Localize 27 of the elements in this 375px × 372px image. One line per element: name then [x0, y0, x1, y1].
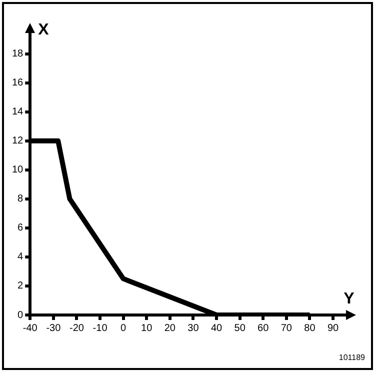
x-tick-label: 60	[258, 322, 270, 334]
x-tick-label: 90	[327, 322, 340, 334]
x-tick-label: 50	[234, 322, 246, 334]
y-tick-label: 4	[18, 252, 24, 263]
y-tick-label: 18	[12, 48, 24, 60]
x-tick-label: 70	[280, 322, 292, 334]
y-tick-label: 0	[18, 310, 24, 321]
x-tick-label: -10	[92, 322, 108, 334]
y-tick-label: 16	[12, 78, 24, 89]
x-tick-label: 30	[188, 322, 200, 334]
text: 101189	[338, 353, 366, 362]
x-tick-label: 10	[141, 322, 153, 334]
x-tick-label: 80	[304, 322, 316, 334]
y-tick-label: 12	[12, 136, 24, 147]
y-axis-title: X	[38, 21, 50, 38]
x-axis-title: Y	[344, 290, 355, 308]
x-tick-label: -30	[46, 322, 62, 334]
x-tick-label: 40	[210, 322, 223, 334]
y-tick-label: 6	[18, 222, 24, 234]
y-tick-label: 10	[12, 164, 24, 176]
x-tick-label: 0	[120, 322, 127, 334]
y-tick-label: 2	[18, 280, 24, 292]
x-tick-label: 20	[164, 322, 176, 334]
x-tick-label: -40	[22, 322, 38, 334]
x-tick-label: -20	[69, 322, 84, 334]
y-tick-label: 8	[18, 194, 24, 205]
y-tick-label: 14	[12, 106, 24, 118]
